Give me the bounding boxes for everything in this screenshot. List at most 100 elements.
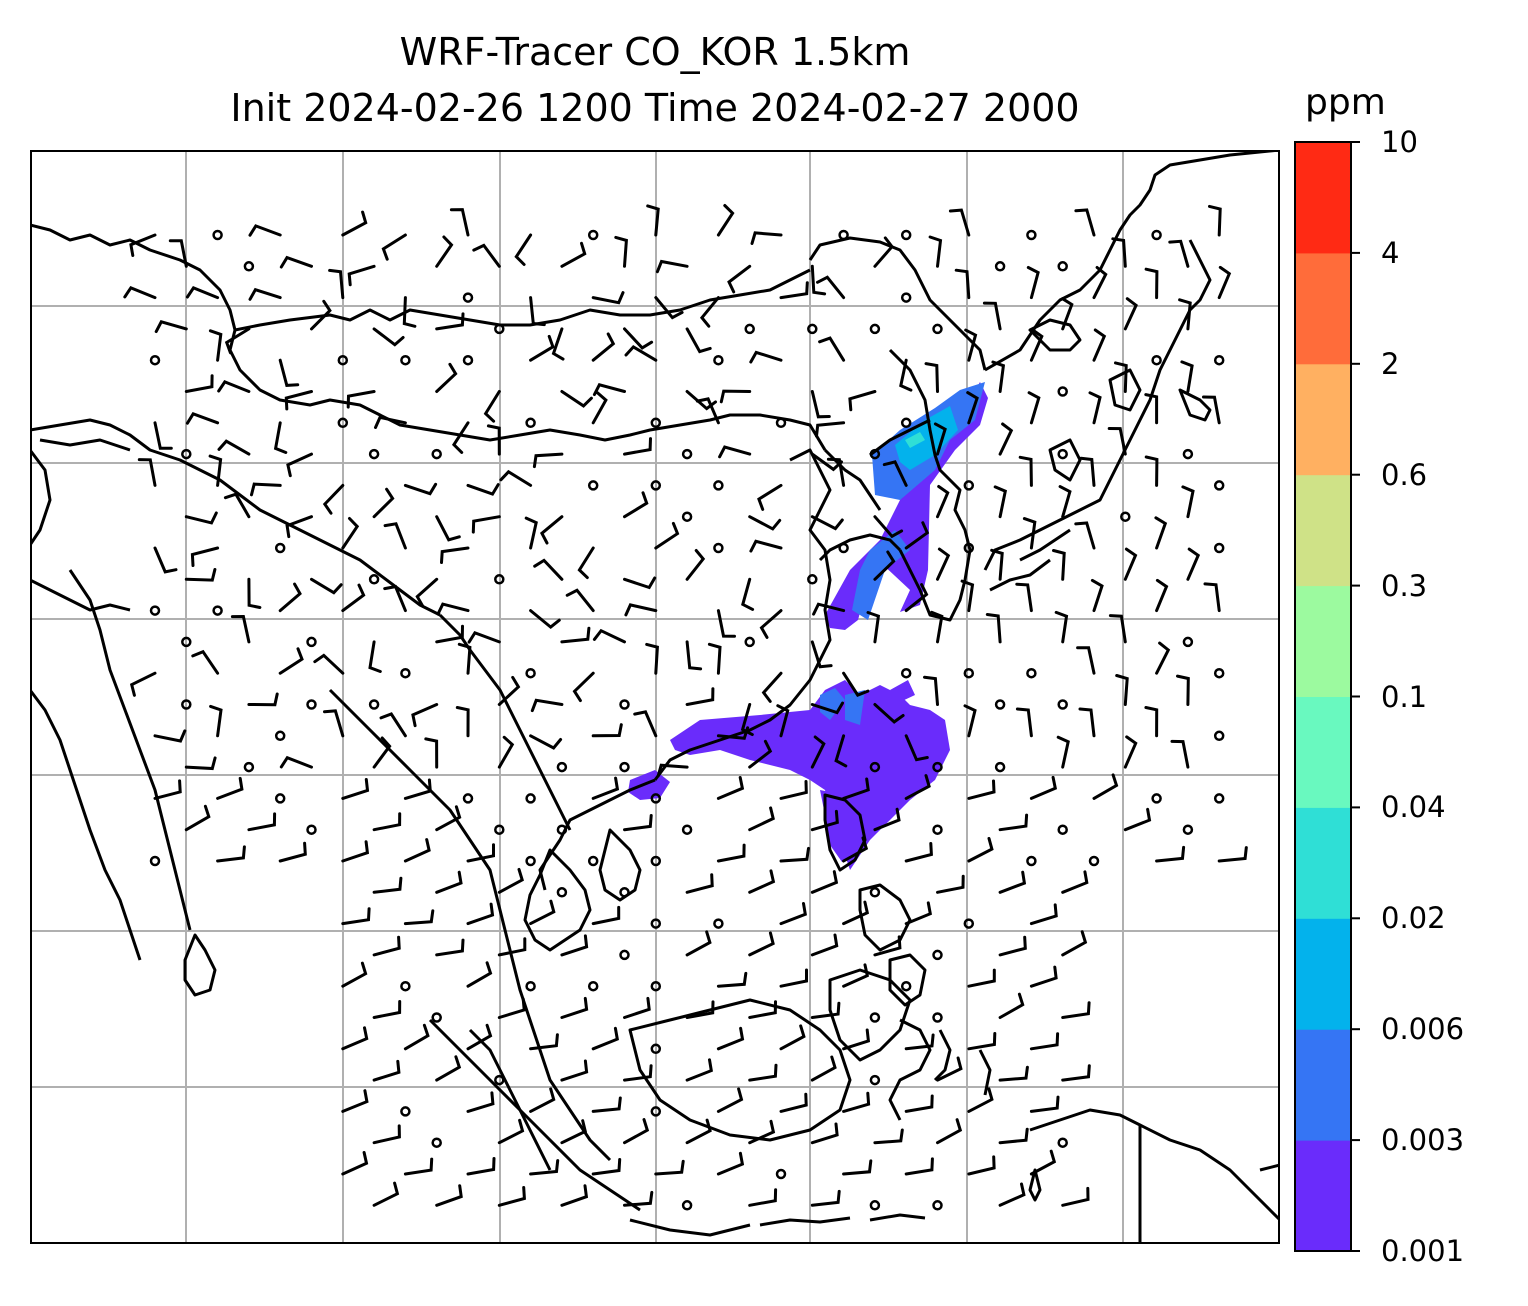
colorbar-unit: ppm — [1305, 82, 1386, 123]
wind-barb — [440, 546, 470, 564]
wind-barb — [191, 649, 220, 675]
wind-barb — [1061, 297, 1074, 331]
wind-barb — [923, 675, 939, 706]
wind-barb — [998, 1182, 1026, 1207]
wind-barb — [248, 224, 282, 237]
colorbar-frame — [1294, 141, 1352, 1252]
wind-barb — [560, 1059, 589, 1082]
wind-barb — [347, 264, 376, 287]
wind-barb — [435, 624, 464, 644]
wind-barb — [372, 1181, 400, 1207]
wind-barb — [1061, 1064, 1091, 1082]
wind-barb — [403, 1023, 430, 1051]
calm-wind-marker — [274, 793, 286, 804]
wind-barb — [685, 390, 717, 411]
calm-wind-marker — [869, 887, 881, 898]
wind-barb — [716, 609, 736, 638]
wind-barb — [930, 610, 944, 644]
wind-barb — [323, 709, 345, 738]
wind-barb — [1168, 239, 1190, 268]
wind-barb — [842, 671, 870, 697]
wind-barb — [699, 296, 720, 328]
calm-wind-marker — [1213, 542, 1225, 554]
wind-barb — [1029, 328, 1044, 362]
wind-barb — [341, 907, 371, 926]
wind-barb — [654, 296, 684, 320]
calm-wind-marker — [400, 980, 411, 992]
wind-barb — [341, 1026, 369, 1051]
wind-barb — [560, 1184, 589, 1207]
wind-barb — [1061, 1186, 1090, 1207]
calm-wind-marker — [306, 699, 317, 710]
wind-barb — [402, 296, 417, 328]
wind-barb — [1022, 517, 1037, 550]
wind-barb — [1074, 521, 1096, 550]
wind-barb — [967, 779, 996, 800]
wind-barb — [466, 1091, 495, 1113]
wind-barb — [904, 583, 929, 613]
wind-barb — [168, 239, 188, 268]
calm-wind-marker — [400, 354, 411, 366]
wind-barb — [455, 706, 470, 738]
wind-barb — [592, 383, 626, 397]
wind-barb — [247, 577, 262, 609]
wind-barb — [1111, 237, 1127, 268]
calm-wind-marker — [994, 699, 1006, 710]
wind-barb — [623, 437, 652, 456]
wind-barb — [1123, 735, 1138, 769]
calm-wind-marker — [681, 511, 693, 522]
wind-barb — [904, 1157, 934, 1176]
wind-barb — [623, 1118, 650, 1145]
wind-barb — [560, 1119, 588, 1145]
wind-barb — [757, 483, 783, 511]
wind-barb — [624, 344, 658, 362]
calm-wind-marker — [681, 448, 693, 460]
wind-barb — [719, 389, 752, 404]
wind-barb — [1029, 965, 1058, 988]
wind-barb — [551, 327, 565, 361]
colorbar-segment — [1295, 918, 1351, 1030]
calm-wind-marker — [1057, 261, 1068, 272]
wind-barb — [1180, 360, 1194, 393]
calm-wind-marker — [963, 542, 975, 554]
wind-barb — [591, 332, 616, 362]
wind-barb — [633, 710, 658, 738]
wind-barb — [904, 901, 932, 926]
calm-wind-marker — [181, 636, 192, 648]
wind-barb — [497, 1118, 525, 1145]
wind-barb — [749, 350, 783, 364]
wind-barb — [1203, 582, 1221, 613]
colorbar-segment — [1295, 1029, 1351, 1141]
wind-barb — [153, 546, 178, 574]
wind-barb — [1026, 266, 1040, 300]
wind-barb — [810, 515, 844, 531]
wind-barb — [810, 735, 826, 769]
wind-barb — [904, 521, 930, 550]
wind-barb — [748, 869, 776, 894]
wind-barb — [153, 421, 173, 450]
calm-wind-marker — [869, 1200, 881, 1211]
calm-wind-marker — [274, 542, 286, 554]
wind-barb — [1029, 775, 1058, 800]
calm-wind-marker — [337, 417, 349, 429]
wind-barb — [873, 236, 894, 268]
colorbar-tick-label: 10 — [1381, 125, 1418, 159]
wind-barb — [572, 671, 595, 703]
wind-barb — [716, 1087, 744, 1113]
wind-barb — [998, 422, 1014, 456]
wind-barb — [695, 397, 720, 425]
calm-wind-marker — [587, 980, 599, 992]
wind-barb — [435, 1184, 463, 1207]
calm-wind-marker — [932, 1200, 943, 1211]
wind-barb — [842, 777, 870, 800]
calm-wind-marker — [306, 636, 317, 648]
wind-barb — [185, 286, 220, 300]
calm-wind-marker — [994, 261, 1006, 272]
wind-barb — [904, 774, 931, 800]
wind-barb — [1186, 547, 1201, 581]
calm-wind-marker — [1151, 229, 1162, 241]
calm-wind-marker — [494, 574, 505, 585]
wind-barb — [529, 1087, 556, 1113]
wind-barb — [779, 846, 810, 863]
wind-barb — [530, 698, 564, 713]
